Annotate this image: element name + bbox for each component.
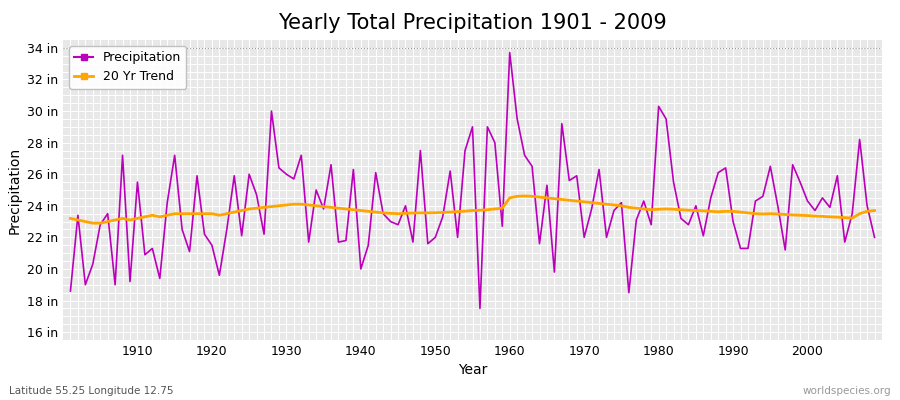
Y-axis label: Precipitation: Precipitation (7, 146, 22, 234)
Text: worldspecies.org: worldspecies.org (803, 386, 891, 396)
Legend: Precipitation, 20 Yr Trend: Precipitation, 20 Yr Trend (69, 46, 186, 88)
Title: Yearly Total Precipitation 1901 - 2009: Yearly Total Precipitation 1901 - 2009 (278, 13, 667, 33)
Text: Latitude 55.25 Longitude 12.75: Latitude 55.25 Longitude 12.75 (9, 386, 174, 396)
X-axis label: Year: Year (458, 364, 487, 378)
